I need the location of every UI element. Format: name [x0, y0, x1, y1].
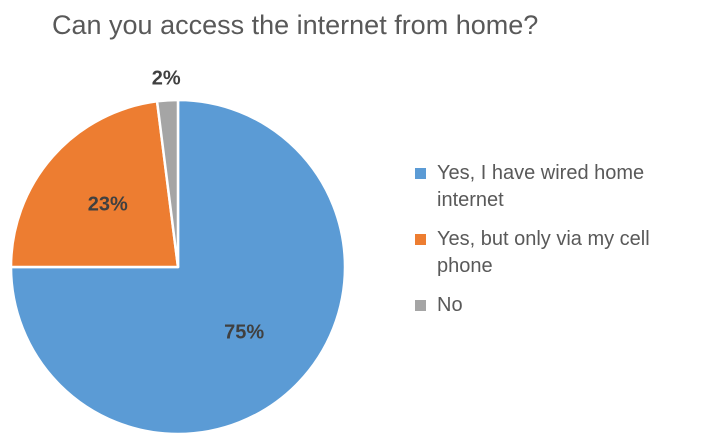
legend-swatch-cell-phone	[415, 234, 426, 245]
legend-swatch-no	[415, 300, 426, 311]
pie-data-labels: 75% 23% 2%	[88, 68, 265, 344]
legend-swatch-wired	[415, 168, 426, 179]
chart-title: Can you access the internet from home?	[52, 10, 539, 40]
data-label-cell-phone: 23%	[88, 193, 128, 215]
legend-item-wired: Yes, I have wired home internet	[413, 160, 703, 214]
legend-item-cell-phone: Yes, but only via my cell phone	[413, 226, 703, 280]
pie-slice-no	[155, 98, 180, 269]
legend-label-no: No	[437, 294, 463, 316]
data-label-wired: 75%	[224, 321, 264, 343]
pie-slice-cell-phone	[9, 100, 180, 269]
pie-slices	[9, 98, 347, 435]
legend-item-no: No	[413, 292, 703, 319]
legend-label-cell-phone: Yes, but only via my cell phone	[437, 228, 650, 277]
legend-label-wired: Yes, I have wired home internet	[437, 162, 645, 211]
chart-legend: Yes, I have wired home internet Yes, but…	[413, 160, 703, 331]
pie-slice-wired	[9, 98, 347, 435]
data-label-no: 2%	[152, 68, 181, 90]
